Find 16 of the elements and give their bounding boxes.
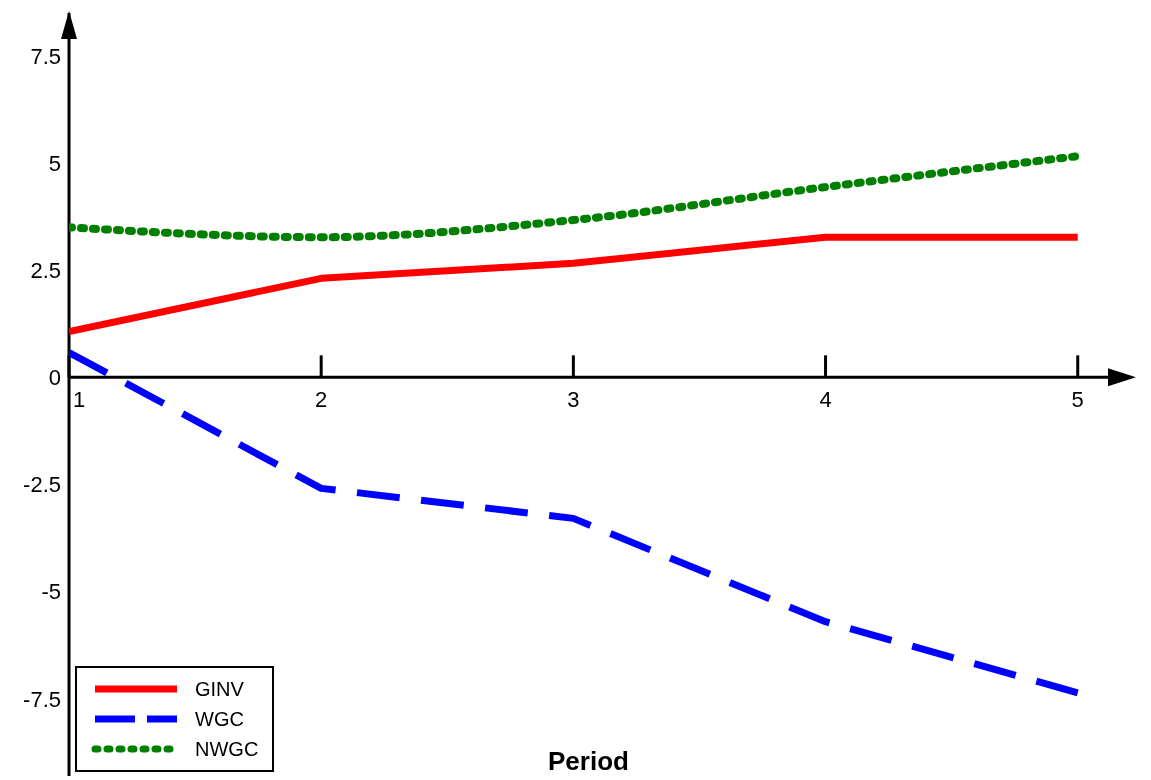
legend-label: GINV bbox=[195, 677, 244, 701]
x-axis-title: Period bbox=[548, 746, 629, 776]
y-tick-label: 5 bbox=[48, 150, 61, 176]
y-tick-label: -5 bbox=[41, 579, 61, 605]
y-tick-label: -2.5 bbox=[23, 472, 61, 498]
y-tick-label: 2.5 bbox=[30, 258, 61, 283]
x-tick-label: 4 bbox=[819, 387, 832, 413]
x-tick-label: 3 bbox=[567, 387, 580, 413]
x-tick-label: 1 bbox=[73, 387, 86, 413]
y-tick-label: -7.5 bbox=[23, 686, 61, 712]
y-tick-label: 7.5 bbox=[30, 43, 61, 69]
x-tick-label: 5 bbox=[1071, 387, 1084, 413]
y-tick-label: 0 bbox=[48, 365, 61, 391]
legend-label: WGC bbox=[195, 707, 244, 731]
legend-label: NWGC bbox=[195, 737, 259, 761]
x-tick-label: 2 bbox=[315, 387, 328, 413]
